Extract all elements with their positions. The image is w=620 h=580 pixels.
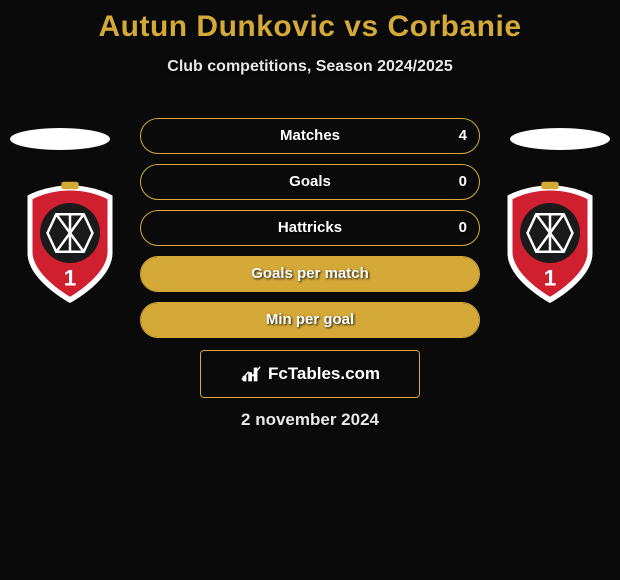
club-logo-left: 1 (20, 178, 120, 308)
brand-name: FcTables.com (268, 364, 380, 384)
stats-list: Matches 4 Goals 0 Hattricks 0 Goals per … (140, 118, 480, 348)
stat-right-value: 0 (459, 165, 467, 199)
page-subtitle: Club competitions, Season 2024/2025 (0, 58, 620, 76)
stat-right-value: 0 (459, 211, 467, 245)
club-number-left: 1 (64, 266, 77, 291)
stat-label: Hattricks (141, 211, 479, 245)
player-silhouette-right (510, 128, 610, 150)
player-silhouette-left (10, 128, 110, 150)
bar-chart-icon (240, 363, 262, 385)
stat-label: Matches (141, 119, 479, 153)
stat-row: Hattricks 0 (140, 210, 480, 246)
club-number-right: 1 (544, 266, 557, 291)
comparison-card: Autun Dunkovic vs Corbanie Club competit… (0, 0, 620, 580)
stat-label: Min per goal (141, 303, 479, 337)
stat-row: Goals per match (140, 256, 480, 292)
stat-label: Goals (141, 165, 479, 199)
stat-label: Goals per match (141, 257, 479, 291)
stat-right-value: 4 (459, 119, 467, 153)
footer-date: 2 november 2024 (0, 410, 620, 430)
brand-box[interactable]: FcTables.com (200, 350, 420, 398)
stat-row: Min per goal (140, 302, 480, 338)
page-title: Autun Dunkovic vs Corbanie (0, 0, 620, 44)
stat-row: Matches 4 (140, 118, 480, 154)
club-logo-right: 1 (500, 178, 600, 308)
stat-row: Goals 0 (140, 164, 480, 200)
